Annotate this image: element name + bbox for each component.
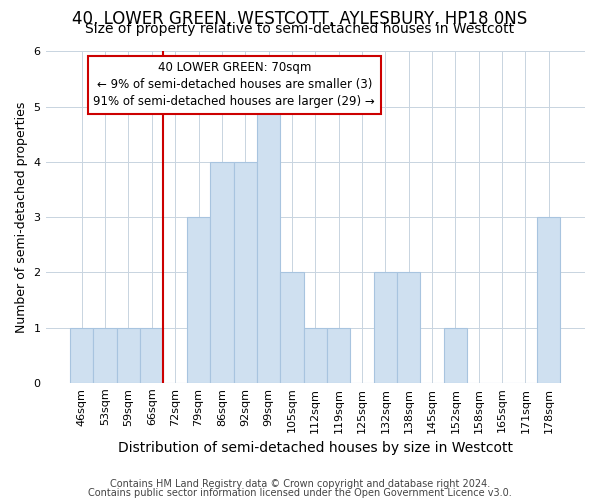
Text: 40, LOWER GREEN, WESTCOTT, AYLESBURY, HP18 0NS: 40, LOWER GREEN, WESTCOTT, AYLESBURY, HP… xyxy=(73,10,527,28)
Bar xyxy=(537,217,560,383)
Bar xyxy=(280,272,304,383)
Text: 40 LOWER GREEN: 70sqm
← 9% of semi-detached houses are smaller (3)
91% of semi-d: 40 LOWER GREEN: 70sqm ← 9% of semi-detac… xyxy=(94,62,375,108)
Text: Contains public sector information licensed under the Open Government Licence v3: Contains public sector information licen… xyxy=(88,488,512,498)
Bar xyxy=(304,328,327,383)
Bar xyxy=(70,328,94,383)
Bar xyxy=(327,328,350,383)
Bar xyxy=(444,328,467,383)
Bar xyxy=(117,328,140,383)
Bar xyxy=(257,106,280,383)
Bar xyxy=(94,328,117,383)
Bar xyxy=(140,328,163,383)
Y-axis label: Number of semi-detached properties: Number of semi-detached properties xyxy=(15,102,28,333)
X-axis label: Distribution of semi-detached houses by size in Westcott: Distribution of semi-detached houses by … xyxy=(118,441,513,455)
Bar xyxy=(187,217,210,383)
Bar xyxy=(233,162,257,383)
Bar xyxy=(397,272,421,383)
Bar xyxy=(210,162,233,383)
Bar xyxy=(374,272,397,383)
Text: Size of property relative to semi-detached houses in Westcott: Size of property relative to semi-detach… xyxy=(85,22,515,36)
Text: Contains HM Land Registry data © Crown copyright and database right 2024.: Contains HM Land Registry data © Crown c… xyxy=(110,479,490,489)
